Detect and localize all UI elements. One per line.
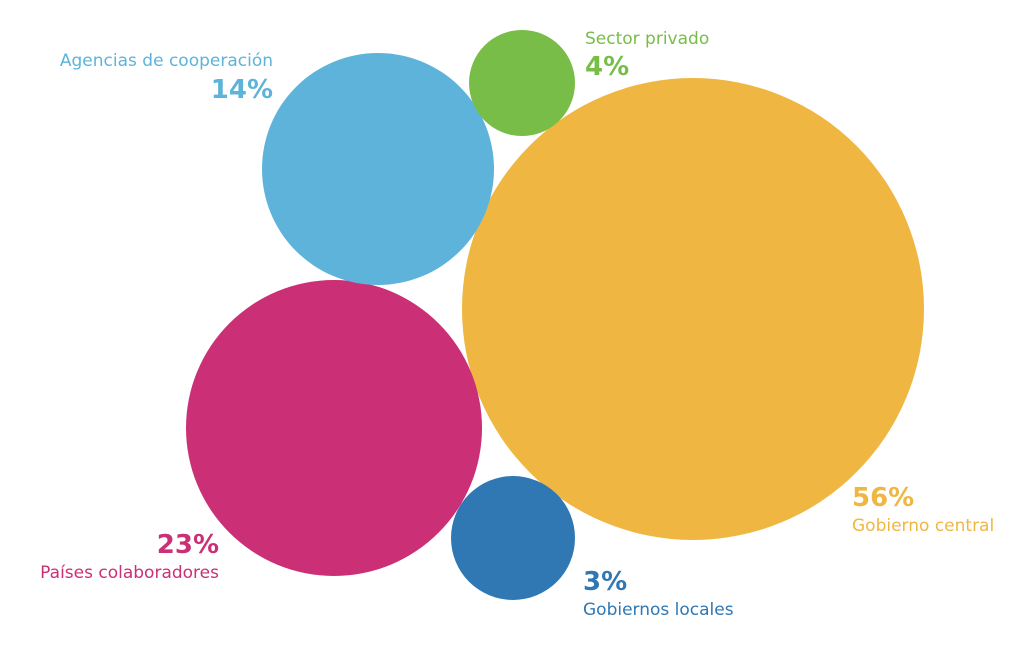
bubble-sector-privado	[469, 30, 575, 136]
value-label-sector-privado: 4%	[585, 52, 629, 82]
value-label-agencias-de-cooperacion: 14%	[211, 75, 273, 105]
category-label-gobierno-central: Gobierno central	[852, 516, 994, 536]
bubble-paises-colaboradores	[186, 280, 482, 576]
category-label-paises-colaboradores: Países colaboradores	[40, 563, 219, 583]
bubble-gobierno-central	[462, 78, 924, 540]
value-label-gobiernos-locales: 3%	[583, 567, 627, 597]
value-label-gobierno-central: 56%	[852, 483, 914, 513]
value-label-paises-colaboradores: 23%	[157, 530, 219, 560]
category-label-sector-privado: Sector privado	[585, 29, 709, 49]
category-label-gobiernos-locales: Gobiernos locales	[583, 600, 734, 620]
bubble-gobiernos-locales	[451, 476, 575, 600]
category-label-agencias-de-cooperacion: Agencias de cooperación	[60, 51, 273, 71]
bubble-agencias-de-cooperacion	[262, 53, 494, 285]
